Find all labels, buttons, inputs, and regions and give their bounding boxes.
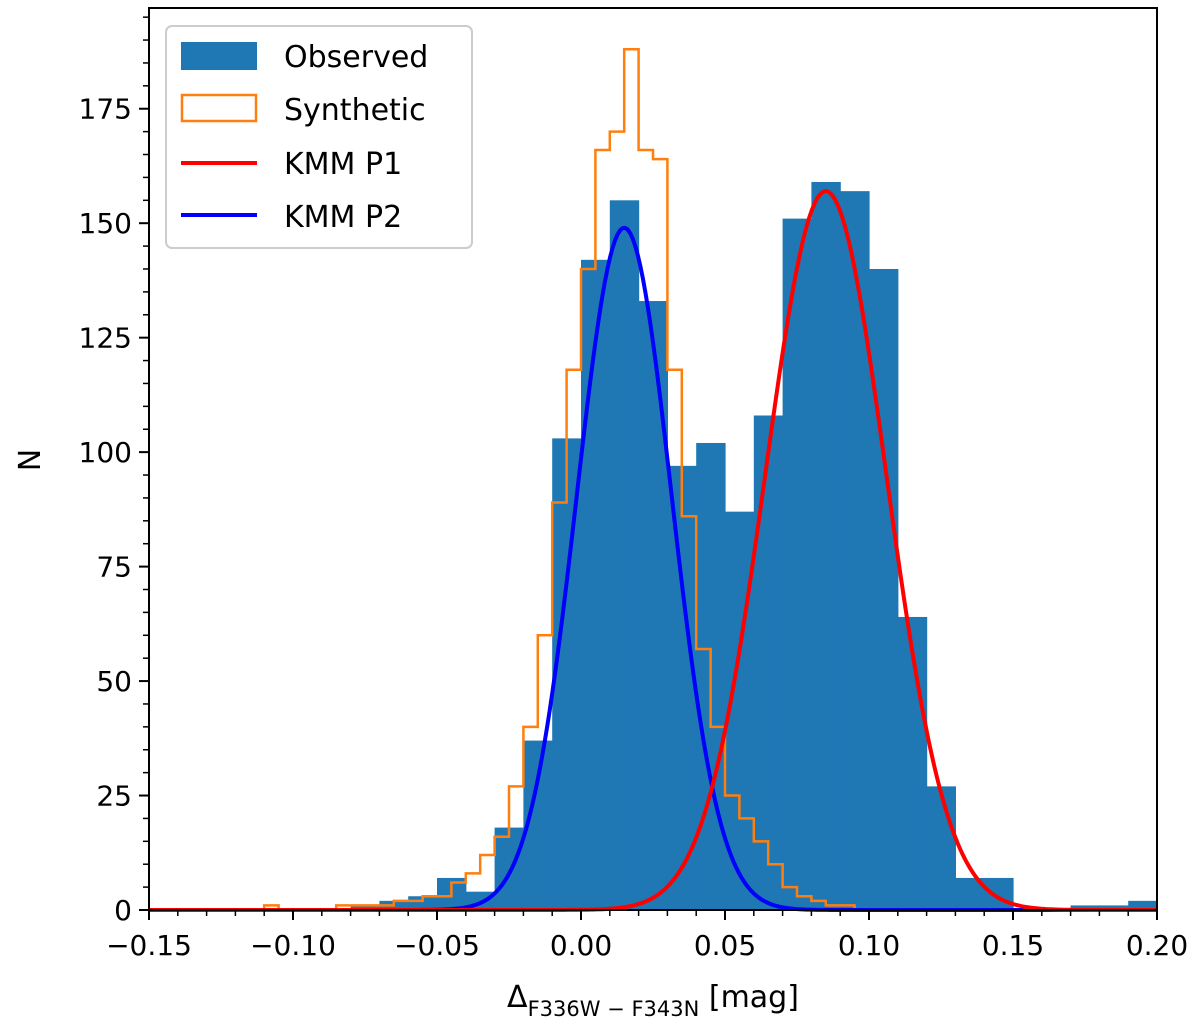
observed-bar — [638, 301, 668, 910]
observed-bar — [811, 181, 841, 910]
x-axis-title-unit: [mag] — [699, 980, 799, 1015]
observed-bar — [609, 200, 640, 910]
observed-bar — [494, 827, 524, 910]
y-tick-label: 175 — [79, 93, 132, 126]
observed-bar — [869, 268, 899, 911]
legend-synthetic-label: Synthetic — [284, 93, 426, 128]
y-axis-title: N — [13, 449, 48, 471]
y-tick-label: 75 — [96, 551, 132, 584]
x-axis-title: ΔF336W − F343N [mag] — [507, 980, 799, 1021]
observed-bar — [1128, 900, 1158, 910]
y-tick-label: 150 — [79, 207, 132, 240]
observed-bar — [926, 786, 956, 910]
observed-bar — [984, 877, 1014, 910]
legend-observed-swatch — [181, 42, 257, 70]
x-tick-label: 0.00 — [550, 929, 612, 962]
x-axis: −0.15 −0.10 −0.05 0.00 0.05 0.10 0.15 0.20 — [106, 910, 1188, 962]
x-tick-label: 0.05 — [694, 929, 756, 962]
observed-bar — [753, 415, 784, 910]
x-tick-label: −0.15 — [106, 929, 192, 962]
x-tick-label: 0.15 — [982, 929, 1044, 962]
y-tick-label: 0 — [114, 894, 132, 927]
observed-bar — [1070, 905, 1100, 910]
observed-bar — [840, 191, 870, 910]
y-tick-label: 25 — [96, 780, 132, 813]
y-tick-label: 125 — [79, 322, 132, 355]
x-tick-label: −0.10 — [250, 929, 336, 962]
x-axis-title-subscript: F336W − F343N — [528, 997, 700, 1021]
legend-observed-label: Observed — [284, 40, 428, 75]
observed-bar — [581, 259, 611, 911]
observed-bar — [552, 438, 582, 910]
observed-bars — [350, 181, 1158, 911]
legend-synthetic-swatch — [180, 93, 258, 123]
y-axis: 0 25 50 75 100 125 150 175 — [79, 16, 149, 927]
x-tick-label: 0.20 — [1126, 929, 1188, 962]
y-tick-label: 50 — [96, 665, 132, 698]
legend-kmm-p1-label: KMM P1 — [284, 147, 402, 182]
x-tick-label: −0.05 — [394, 929, 480, 962]
plot-frame — [148, 7, 1158, 911]
observed-bar — [1099, 905, 1129, 910]
legend: Observed Synthetic KMM P1 KMM P2 — [165, 25, 473, 249]
legend-kmm-p2-label: KMM P2 — [284, 200, 402, 235]
observed-bar — [897, 616, 928, 910]
legend-frame — [165, 25, 473, 249]
y-tick-label: 100 — [79, 436, 132, 469]
observed-bar — [667, 465, 697, 910]
x-axis-title-main: Δ — [507, 980, 528, 1015]
observed-bar — [350, 905, 380, 910]
x-tick-label: 0.10 — [838, 929, 900, 962]
